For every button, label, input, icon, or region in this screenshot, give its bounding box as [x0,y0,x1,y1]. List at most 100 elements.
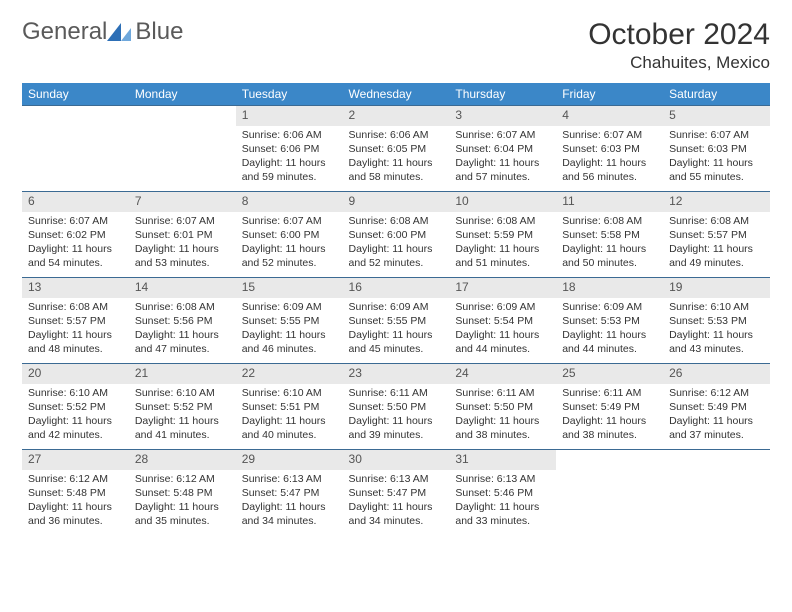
day-info: Sunrise: 6:11 AMSunset: 5:50 PMDaylight:… [343,384,450,447]
day-number: 27 [22,450,129,470]
day-number: 12 [663,192,770,212]
sunset-text: Sunset: 5:52 PM [28,400,123,414]
logo-text-1: General [22,18,107,46]
calendar-cell: 3Sunrise: 6:07 AMSunset: 6:04 PMDaylight… [449,106,556,192]
daylight-text: Daylight: 11 hours and 37 minutes. [669,414,764,442]
day-header: Thursday [449,83,556,106]
daylight-text: Daylight: 11 hours and 40 minutes. [242,414,337,442]
sunset-text: Sunset: 5:54 PM [455,314,550,328]
day-info: Sunrise: 6:12 AMSunset: 5:48 PMDaylight:… [22,470,129,533]
day-info: Sunrise: 6:10 AMSunset: 5:52 PMDaylight:… [129,384,236,447]
sunset-text: Sunset: 5:58 PM [562,228,657,242]
daylight-text: Daylight: 11 hours and 43 minutes. [669,328,764,356]
calendar-cell: 11Sunrise: 6:08 AMSunset: 5:58 PMDayligh… [556,192,663,278]
calendar-cell: 15Sunrise: 6:09 AMSunset: 5:55 PMDayligh… [236,278,343,364]
day-info: Sunrise: 6:08 AMSunset: 5:57 PMDaylight:… [22,298,129,361]
calendar-table: Sunday Monday Tuesday Wednesday Thursday… [22,83,770,536]
day-info: Sunrise: 6:11 AMSunset: 5:49 PMDaylight:… [556,384,663,447]
daylight-text: Daylight: 11 hours and 58 minutes. [349,156,444,184]
sunrise-text: Sunrise: 6:11 AM [562,386,657,400]
sunset-text: Sunset: 5:52 PM [135,400,230,414]
day-number: 19 [663,278,770,298]
sunrise-text: Sunrise: 6:09 AM [242,300,337,314]
day-header: Friday [556,83,663,106]
day-number: 24 [449,364,556,384]
calendar-cell: 1Sunrise: 6:06 AMSunset: 6:06 PMDaylight… [236,106,343,192]
daylight-text: Daylight: 11 hours and 34 minutes. [242,500,337,528]
sunset-text: Sunset: 5:53 PM [669,314,764,328]
day-info: Sunrise: 6:07 AMSunset: 6:00 PMDaylight:… [236,212,343,275]
day-header: Tuesday [236,83,343,106]
sunrise-text: Sunrise: 6:07 AM [455,128,550,142]
daylight-text: Daylight: 11 hours and 42 minutes. [28,414,123,442]
calendar-cell: 12Sunrise: 6:08 AMSunset: 5:57 PMDayligh… [663,192,770,278]
sunset-text: Sunset: 5:47 PM [349,486,444,500]
month-title: October 2024 [588,18,770,51]
calendar-cell: 8Sunrise: 6:07 AMSunset: 6:00 PMDaylight… [236,192,343,278]
calendar-cell: 10Sunrise: 6:08 AMSunset: 5:59 PMDayligh… [449,192,556,278]
sunset-text: Sunset: 5:56 PM [135,314,230,328]
calendar-week-row: 27Sunrise: 6:12 AMSunset: 5:48 PMDayligh… [22,450,770,536]
daylight-text: Daylight: 11 hours and 52 minutes. [242,242,337,270]
daylight-text: Daylight: 11 hours and 48 minutes. [28,328,123,356]
header: General Blue October 2024 Chahuites, Mex… [22,18,770,73]
sunrise-text: Sunrise: 6:09 AM [562,300,657,314]
sunrise-text: Sunrise: 6:10 AM [669,300,764,314]
sunset-text: Sunset: 5:55 PM [242,314,337,328]
calendar-cell: 9Sunrise: 6:08 AMSunset: 6:00 PMDaylight… [343,192,450,278]
day-info: Sunrise: 6:09 AMSunset: 5:55 PMDaylight:… [236,298,343,361]
daylight-text: Daylight: 11 hours and 53 minutes. [135,242,230,270]
day-info: Sunrise: 6:06 AMSunset: 6:06 PMDaylight:… [236,126,343,189]
daylight-text: Daylight: 11 hours and 57 minutes. [455,156,550,184]
day-info: Sunrise: 6:07 AMSunset: 6:03 PMDaylight:… [556,126,663,189]
day-number: 16 [343,278,450,298]
calendar-cell: 14Sunrise: 6:08 AMSunset: 5:56 PMDayligh… [129,278,236,364]
day-number: 13 [22,278,129,298]
sunrise-text: Sunrise: 6:09 AM [455,300,550,314]
day-number: 10 [449,192,556,212]
day-info: Sunrise: 6:07 AMSunset: 6:03 PMDaylight:… [663,126,770,189]
sunrise-text: Sunrise: 6:08 AM [455,214,550,228]
daylight-text: Daylight: 11 hours and 38 minutes. [455,414,550,442]
sunrise-text: Sunrise: 6:12 AM [28,472,123,486]
calendar-cell [22,106,129,192]
sunrise-text: Sunrise: 6:07 AM [669,128,764,142]
day-number: 22 [236,364,343,384]
calendar-cell: 4Sunrise: 6:07 AMSunset: 6:03 PMDaylight… [556,106,663,192]
sunrise-text: Sunrise: 6:10 AM [28,386,123,400]
sunset-text: Sunset: 6:01 PM [135,228,230,242]
daylight-text: Daylight: 11 hours and 50 minutes. [562,242,657,270]
day-info: Sunrise: 6:10 AMSunset: 5:53 PMDaylight:… [663,298,770,361]
day-info: Sunrise: 6:07 AMSunset: 6:01 PMDaylight:… [129,212,236,275]
calendar-cell: 16Sunrise: 6:09 AMSunset: 5:55 PMDayligh… [343,278,450,364]
day-number: 6 [22,192,129,212]
sunrise-text: Sunrise: 6:08 AM [562,214,657,228]
location: Chahuites, Mexico [588,53,770,73]
calendar-week-row: 13Sunrise: 6:08 AMSunset: 5:57 PMDayligh… [22,278,770,364]
sunset-text: Sunset: 5:59 PM [455,228,550,242]
sunrise-text: Sunrise: 6:07 AM [135,214,230,228]
sunrise-text: Sunrise: 6:13 AM [455,472,550,486]
sunrise-text: Sunrise: 6:08 AM [135,300,230,314]
calendar-cell: 17Sunrise: 6:09 AMSunset: 5:54 PMDayligh… [449,278,556,364]
sunrise-text: Sunrise: 6:07 AM [242,214,337,228]
sunset-text: Sunset: 5:47 PM [242,486,337,500]
day-info: Sunrise: 6:11 AMSunset: 5:50 PMDaylight:… [449,384,556,447]
day-header-row: Sunday Monday Tuesday Wednesday Thursday… [22,83,770,106]
day-number: 29 [236,450,343,470]
calendar-cell: 21Sunrise: 6:10 AMSunset: 5:52 PMDayligh… [129,364,236,450]
day-number: 25 [556,364,663,384]
day-number: 7 [129,192,236,212]
sunrise-text: Sunrise: 6:10 AM [135,386,230,400]
calendar-cell: 30Sunrise: 6:13 AMSunset: 5:47 PMDayligh… [343,450,450,536]
calendar-cell: 13Sunrise: 6:08 AMSunset: 5:57 PMDayligh… [22,278,129,364]
sunrise-text: Sunrise: 6:08 AM [669,214,764,228]
sunset-text: Sunset: 6:04 PM [455,142,550,156]
day-info: Sunrise: 6:08 AMSunset: 5:59 PMDaylight:… [449,212,556,275]
day-number: 20 [22,364,129,384]
daylight-text: Daylight: 11 hours and 55 minutes. [669,156,764,184]
daylight-text: Daylight: 11 hours and 52 minutes. [349,242,444,270]
day-number: 2 [343,106,450,126]
calendar-cell: 27Sunrise: 6:12 AMSunset: 5:48 PMDayligh… [22,450,129,536]
title-block: October 2024 Chahuites, Mexico [588,18,770,73]
